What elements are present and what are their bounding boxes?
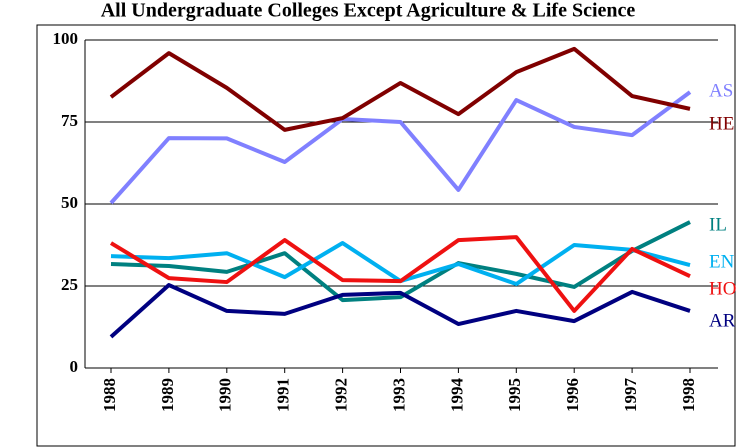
x-tick-label: 1991 (274, 378, 293, 412)
series-label: HO (709, 278, 736, 299)
series-line (109, 235, 691, 313)
series-label: AS (709, 80, 733, 101)
series-label: EN (709, 251, 735, 272)
series-label: HE (709, 113, 734, 134)
x-tick-label: 1988 (100, 378, 119, 412)
series-label: IL (709, 214, 727, 235)
x-tick-label: 1995 (505, 378, 524, 412)
series-line (109, 283, 691, 339)
x-tick-label: 1994 (447, 378, 466, 413)
series-line (110, 220, 691, 303)
x-tick-label: 1998 (679, 378, 698, 412)
y-tick-label: 75 (61, 111, 78, 130)
y-tick-label: 50 (61, 193, 78, 212)
y-tick-label: 0 (70, 357, 79, 376)
x-tick-label: 1996 (563, 378, 582, 412)
chart-title: All Undergraduate Colleges Except Agricu… (101, 0, 636, 22)
series-line (109, 90, 692, 205)
x-tick-label: 1992 (332, 378, 351, 412)
x-tick-label: 1997 (621, 378, 640, 413)
x-tick-label: 1993 (389, 378, 408, 412)
series-line (109, 46, 691, 132)
chart-frame (36, 24, 736, 447)
x-tick-label: 1990 (216, 378, 235, 412)
y-tick-label: 25 (61, 275, 78, 294)
y-tick-label: 100 (53, 29, 79, 48)
x-tick-label: 1989 (158, 378, 177, 412)
series-label: AR (709, 310, 736, 331)
